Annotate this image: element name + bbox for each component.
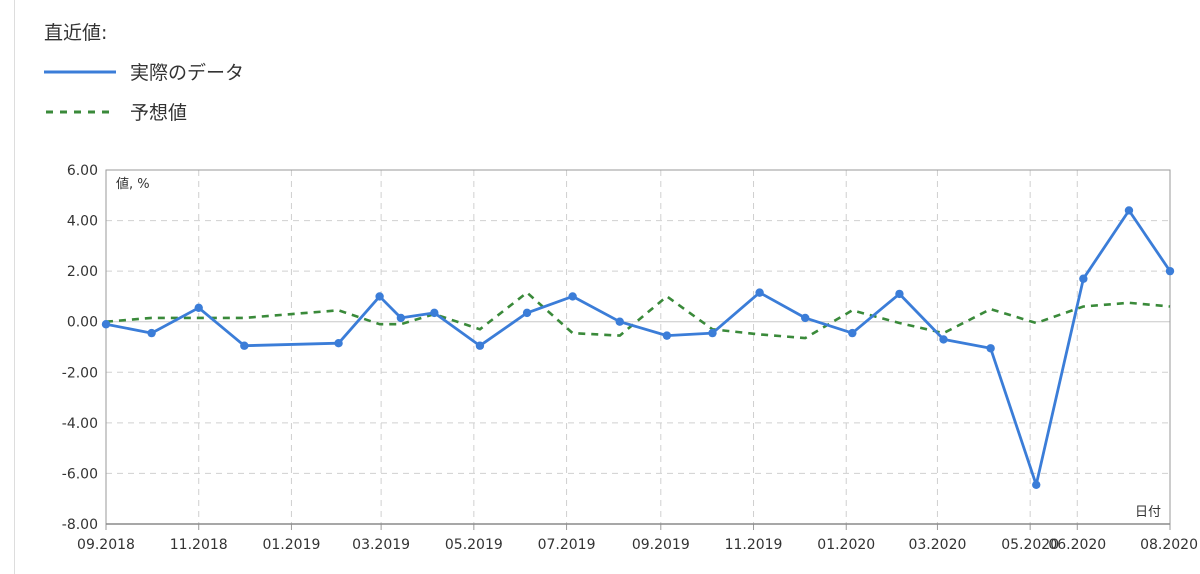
legend-item-actual[interactable]: 実際のデータ xyxy=(44,58,244,85)
actual-data-point xyxy=(801,313,810,323)
y-tick-label: -2.00 xyxy=(62,365,98,381)
y-tick-label: 2.00 xyxy=(67,264,98,280)
legend-swatch-actual xyxy=(44,70,116,73)
legend-label-actual: 実際のデータ xyxy=(130,62,245,84)
actual-data-point xyxy=(334,339,343,348)
actual-data-point xyxy=(848,328,857,338)
actual-data-point xyxy=(662,331,672,340)
series-layer xyxy=(101,206,1175,490)
actual-data-point xyxy=(1079,274,1088,283)
actual-data-point xyxy=(1032,480,1041,490)
actual-data-point xyxy=(1124,206,1134,215)
actual-data-point xyxy=(522,308,532,318)
actual-data-point xyxy=(396,313,406,323)
x-tick-label: 11.2019 xyxy=(725,537,783,553)
x-tick-label: 07.2019 xyxy=(538,537,596,553)
actual-data-point xyxy=(755,288,764,297)
series-actual-line xyxy=(105,209,1172,487)
x-tick-label: 01.2020 xyxy=(817,537,875,553)
actual-data-point xyxy=(375,292,384,301)
axis-layer: 6.00 4.00 2.00 0.00 -2.00 -4.00 -6.00 -8.00 09.2… xyxy=(62,163,1198,553)
x-axis-label: 日付 xyxy=(1135,505,1161,520)
y-axis-label: 値, % xyxy=(116,176,150,192)
x-tick-label: 06.2020 xyxy=(1048,537,1106,553)
actual-data-point xyxy=(430,308,439,318)
actual-data-point xyxy=(194,303,203,313)
legend-swatch-forecast xyxy=(46,110,116,113)
actual-data-point xyxy=(475,341,485,350)
actual-data-point xyxy=(895,289,904,299)
x-tick-label: 01.2019 xyxy=(262,537,320,553)
y-tick-label: 4.00 xyxy=(67,214,98,230)
legend-title: 直近値: xyxy=(44,22,108,44)
actual-data-point xyxy=(1165,266,1175,276)
x-tick-label: 05.2019 xyxy=(445,537,503,553)
actual-data-point xyxy=(986,344,995,353)
actual-data-point xyxy=(708,328,717,338)
x-tick-label: 05.2020 xyxy=(1001,537,1059,553)
series-forecast-line xyxy=(105,291,1171,340)
y-tick-label: -8.00 xyxy=(62,517,98,533)
legend-item-forecast[interactable]: 予想値 xyxy=(44,98,187,125)
actual-data-point xyxy=(939,335,948,344)
plot-frame xyxy=(105,169,1171,525)
actual-data-point xyxy=(101,320,111,329)
actual-data-point xyxy=(615,317,624,326)
grid-layer xyxy=(106,169,1170,524)
y-tick-label: -6.00 xyxy=(62,466,98,482)
x-tick-label: 08.2020 xyxy=(1140,537,1198,553)
actual-data-point xyxy=(240,341,249,350)
page-left-rule xyxy=(14,0,15,574)
x-tick-label: 03.2019 xyxy=(352,537,410,553)
x-tick-label: 03.2020 xyxy=(908,537,966,553)
actual-data-point xyxy=(147,328,156,338)
legend-label-forecast: 予想値 xyxy=(130,102,188,124)
x-tick-label: 09.2019 xyxy=(632,537,690,553)
y-tick-label: -4.00 xyxy=(62,416,98,432)
actual-data-point xyxy=(568,292,577,301)
y-tick-label: 0.00 xyxy=(67,315,98,331)
x-tick-label: 11.2018 xyxy=(170,537,228,553)
x-tick-label: 09.2018 xyxy=(77,537,135,553)
y-tick-label: 6.00 xyxy=(67,163,98,179)
